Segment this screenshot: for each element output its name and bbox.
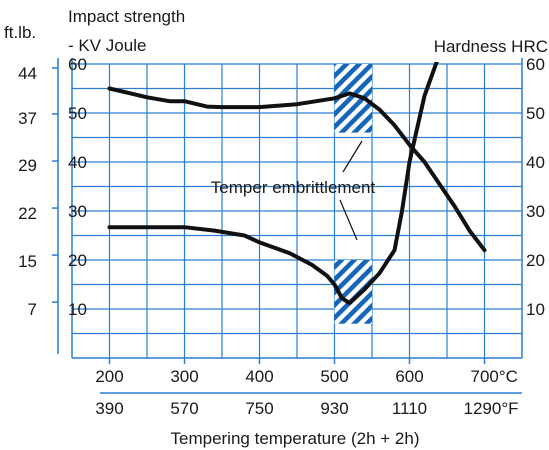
ftlb-tick-label: 15 [18,252,37,271]
hrc-tick-label: 60 [526,55,545,74]
hrc-tick-label: 30 [526,202,545,221]
left-unit-label: ft.lb. [4,23,36,42]
annotation-temper-embrittlement: Temper embrittlement [211,178,376,197]
impact-strength-curve [107,62,439,306]
joule-tick-label: 30 [68,202,87,221]
left-axis-label-line2: - KV Joule [68,36,146,55]
right-axis-label: Hardness HRC [434,37,548,56]
axes [52,58,523,394]
ftlb-tick-label: 22 [18,204,37,223]
fahrenheit-tick-label: 1290°F [464,399,519,418]
joule-tick-label: 20 [68,251,87,270]
celsius-tick-label: 600 [395,367,423,386]
ftlb-tick-label: 37 [18,109,37,128]
fahrenheit-tick-label: 750 [245,399,273,418]
tick-labels: 60 50 40 30 20 10 60 50 40 30 20 10 44 37 29 22 15 7 200 30… [18,55,545,418]
hrc-tick-label: 10 [526,300,545,319]
annotation-pointer-upper [342,140,363,173]
hrc-tick-label: 50 [526,104,545,123]
celsius-tick-label: 400 [245,367,273,386]
joule-tick-label: 60 [68,55,87,74]
annotation-pointer-lower [339,199,358,241]
joule-tick-label: 40 [68,153,87,172]
fahrenheit-tick-label: 570 [170,399,198,418]
joule-tick-label: 50 [68,104,87,123]
left-axis-label-line1: Impact strength [68,7,185,26]
celsius-tick-label: 200 [95,367,123,386]
annotation-group: Temper embrittlement [211,140,376,241]
ftlb-tick-label: 44 [18,64,37,83]
series-lines [107,62,487,306]
x-axis-label: Tempering temperature (2h + 2h) [171,429,420,448]
celsius-tick-label: 300 [170,367,198,386]
hrc-tick-label: 20 [526,251,545,270]
hardness-curve [107,86,487,253]
joule-tick-label: 10 [68,300,87,319]
hrc-tick-label: 40 [526,153,545,172]
fahrenheit-tick-label: 1110 [392,399,427,418]
ftlb-tick-label: 29 [18,156,37,175]
ftlb-tick-label: 7 [28,300,37,319]
fahrenheit-tick-label: 930 [320,399,348,418]
celsius-tick-label: 700°C [471,367,518,386]
fahrenheit-tick-label: 390 [95,399,123,418]
celsius-tick-label: 500 [320,367,348,386]
grid [72,63,522,358]
